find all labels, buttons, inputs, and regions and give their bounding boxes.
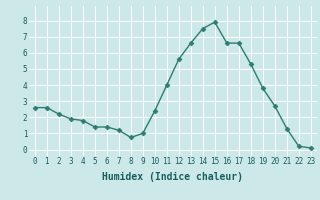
X-axis label: Humidex (Indice chaleur): Humidex (Indice chaleur) (102, 172, 243, 182)
